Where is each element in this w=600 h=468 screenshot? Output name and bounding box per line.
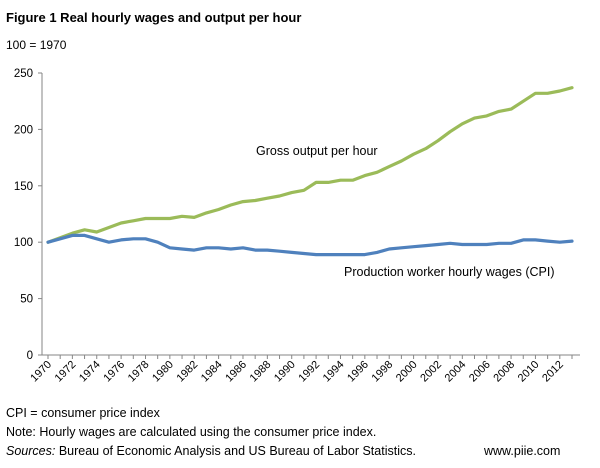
y-tick-label: 50 [20,294,33,306]
x-tick-label: 2012 [540,359,566,385]
chart-axes [41,73,580,356]
x-tick-label: 1992 [296,359,322,385]
x-tick-label: 1982 [175,359,201,385]
footnote-cpi: CPI = consumer price index [6,406,160,420]
x-tick-label: 2006 [467,359,493,385]
x-axis-ticks: 1970197219741976197819801982198419861988… [28,355,573,385]
y-tick-label: 100 [14,237,33,249]
x-tick-label: 2010 [516,359,542,385]
series-line-production-wages [46,233,574,257]
x-tick-label: 2002 [418,359,444,385]
x-tick-label: 1986 [223,359,249,385]
series-labels: Gross output per hour Production worker h… [256,144,555,279]
series-lines [46,86,574,257]
x-tick-label: 1970 [28,359,54,385]
sources-text: Bureau of Economic Analysis and US Burea… [55,444,416,458]
x-tick-label: 1972 [53,359,79,385]
x-tick-label: 1988 [248,359,274,385]
x-tick-label: 2008 [491,359,517,385]
y-tick-label: 0 [27,350,33,362]
website-credit: www.piie.com [484,444,561,458]
y-tick-label: 200 [14,124,33,136]
x-tick-label: 1974 [77,359,103,385]
y-tick-label: 150 [14,181,33,193]
y-axis-ticks: 0 50 100 150 200 250 [14,68,42,362]
x-tick-label: 1978 [126,359,152,385]
x-tick-label: 1976 [101,359,127,385]
index-base-label: 100 = 1970 [6,38,67,52]
x-tick-label: 1996 [345,359,371,385]
y-tick-label: 250 [14,68,33,80]
sources-label: Sources: [6,444,56,458]
footnote-note: Note: Hourly wages are calculated using … [6,425,377,439]
x-tick-label: 2000 [394,359,420,385]
chart-title: Figure 1 Real hourly wages and output pe… [6,10,302,25]
x-tick-label: 2004 [443,359,469,385]
x-tick-label: 1998 [370,359,396,385]
series-label: Gross output per hour [256,144,378,158]
series-label: Production worker hourly wages (CPI) [344,265,555,279]
x-tick-label: 1990 [272,359,298,385]
x-tick-label: 1994 [321,359,347,385]
series-line-gross-output [46,86,574,244]
x-tick-label: 1984 [199,359,225,385]
x-tick-label: 1980 [150,359,176,385]
footnote-sources: Sources: Bureau of Economic Analysis and… [6,444,416,458]
